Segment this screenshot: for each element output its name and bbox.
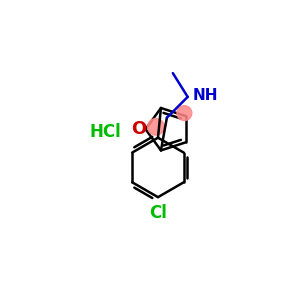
Circle shape [177, 106, 192, 121]
Text: O: O [131, 120, 147, 138]
Text: Cl: Cl [149, 204, 167, 222]
Text: HCl: HCl [89, 123, 121, 141]
Text: NH: NH [192, 88, 218, 103]
Circle shape [148, 118, 164, 135]
